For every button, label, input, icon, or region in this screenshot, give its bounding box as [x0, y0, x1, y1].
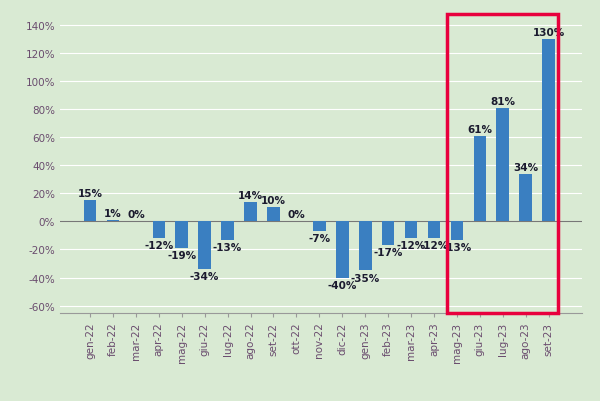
Text: 0%: 0% — [127, 210, 145, 220]
Text: -13%: -13% — [213, 242, 242, 252]
Text: -35%: -35% — [350, 273, 380, 283]
Text: 1%: 1% — [104, 209, 122, 219]
Bar — [473, 136, 486, 222]
Bar — [84, 201, 97, 222]
Bar — [428, 222, 440, 239]
Text: 81%: 81% — [490, 97, 515, 106]
Bar — [244, 202, 257, 222]
Text: 14%: 14% — [238, 190, 263, 200]
Bar — [175, 222, 188, 249]
Text: 15%: 15% — [77, 189, 103, 199]
Text: -12%: -12% — [397, 241, 425, 251]
Text: -12%: -12% — [419, 241, 449, 251]
Text: 130%: 130% — [533, 28, 565, 38]
Text: -40%: -40% — [328, 280, 357, 290]
Bar — [451, 222, 463, 240]
Bar — [382, 222, 394, 246]
Bar — [447, 15, 558, 313]
Bar — [313, 222, 326, 232]
Text: 61%: 61% — [467, 124, 493, 134]
Text: -13%: -13% — [442, 242, 472, 252]
Text: -12%: -12% — [144, 241, 173, 251]
Text: -34%: -34% — [190, 271, 220, 282]
Text: -17%: -17% — [373, 248, 403, 258]
Text: -19%: -19% — [167, 251, 196, 261]
Bar — [107, 221, 119, 222]
Bar — [405, 222, 418, 239]
Text: 10%: 10% — [261, 196, 286, 206]
Bar — [520, 174, 532, 222]
Bar — [359, 222, 371, 271]
Bar — [496, 109, 509, 222]
Bar — [199, 222, 211, 269]
Bar — [336, 222, 349, 278]
Bar — [221, 222, 234, 240]
Text: 34%: 34% — [513, 162, 538, 172]
Bar — [542, 40, 555, 222]
Bar — [267, 208, 280, 222]
Bar — [152, 222, 165, 239]
Text: 0%: 0% — [287, 210, 305, 220]
Text: -7%: -7% — [308, 234, 331, 244]
